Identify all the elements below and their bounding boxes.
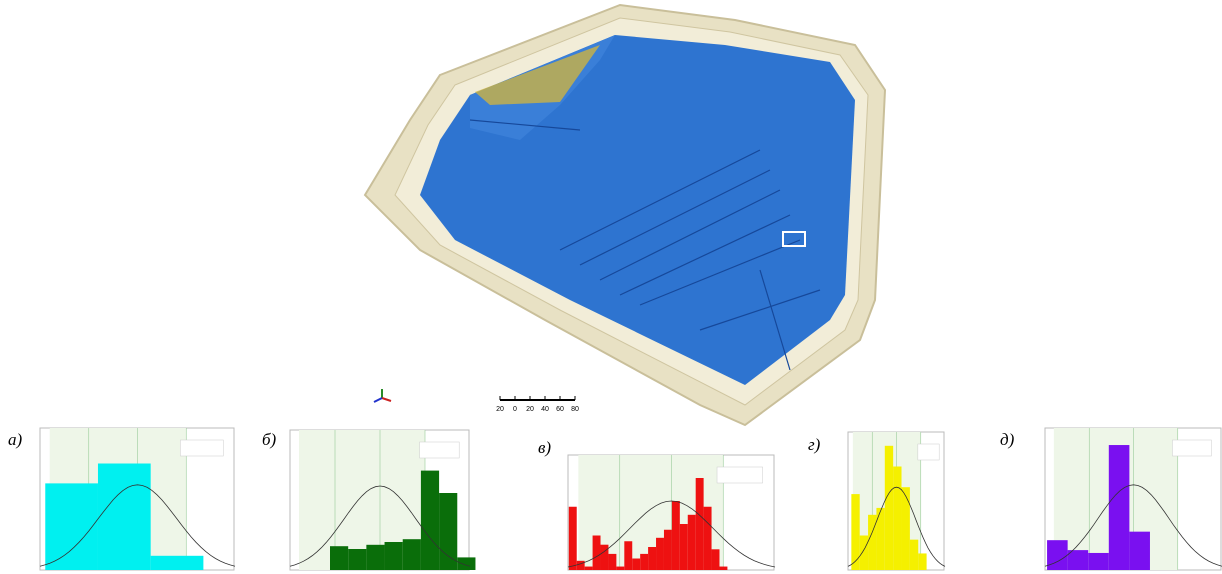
- histogram-bar: [640, 554, 648, 570]
- histogram-bar: [98, 464, 151, 571]
- histogram-bar: [893, 467, 901, 571]
- legend-box: [420, 442, 460, 458]
- histogram-bar: [45, 483, 98, 570]
- histogram-bar: [664, 530, 672, 570]
- histogram-bar: [851, 494, 859, 570]
- histogram-bar: [439, 493, 457, 570]
- histogram-bar: [577, 561, 585, 570]
- histogram-bar: [1088, 553, 1109, 570]
- histogram-bar: [688, 515, 696, 570]
- histogram-bar: [151, 556, 204, 570]
- histogram-bar: [712, 549, 720, 570]
- panel-label: д): [1000, 430, 1015, 449]
- histogram-bar: [719, 567, 727, 570]
- histogram-bar: [569, 507, 577, 570]
- legend-box: [180, 440, 223, 456]
- histogram-bar: [1047, 540, 1068, 570]
- histogram-bar: [885, 446, 893, 570]
- scale-label: 40: [541, 406, 549, 413]
- histogram-bar: [403, 539, 421, 570]
- histogram-bar: [385, 542, 403, 570]
- histogram-bar: [656, 538, 664, 570]
- axis-triad: [374, 389, 391, 402]
- histogram-bar: [330, 546, 348, 570]
- histogram-bar: [868, 515, 876, 570]
- histogram-bar: [366, 545, 384, 570]
- scale-label: 20: [526, 406, 534, 413]
- scale-label: 0: [513, 406, 517, 413]
- scale-bar: 20 0 20 40 60 80: [496, 396, 579, 413]
- histogram-bar: [902, 487, 910, 570]
- legend-box: [1172, 440, 1211, 456]
- histogram-bar: [624, 541, 632, 570]
- histogram-bar: [632, 559, 640, 571]
- histogram-bar: [1109, 445, 1130, 570]
- histogram-bar: [910, 540, 918, 570]
- histogram-bar: [601, 545, 609, 570]
- histogram-bar: [616, 567, 624, 570]
- histogram-bar: [860, 536, 868, 571]
- histogram-bar: [585, 567, 593, 570]
- histogram-bar: [680, 524, 688, 570]
- scale-label: 60: [556, 406, 564, 413]
- scale-label: 20: [496, 406, 504, 413]
- panel-label: г): [808, 435, 821, 454]
- histogram-bar: [1129, 532, 1150, 570]
- pit-render: [365, 5, 885, 425]
- histogram-bar: [457, 557, 475, 570]
- legend-box: [717, 467, 763, 483]
- scale-label: 80: [571, 406, 579, 413]
- histogram-bar: [672, 501, 680, 570]
- panel-label: а): [8, 430, 23, 449]
- histogram-bar: [348, 549, 366, 570]
- figure: 20 0 20 40 60 80 а) б) в) г) д): [0, 0, 1222, 574]
- histogram-bar: [648, 547, 656, 570]
- histogram-bar: [421, 471, 439, 570]
- histogram-bar: [918, 553, 926, 570]
- panel-label: в): [538, 438, 551, 457]
- panel-label: б): [262, 430, 277, 449]
- histogram-bar: [593, 536, 601, 571]
- histogram-bar: [608, 554, 616, 570]
- histogram-bar: [696, 478, 704, 570]
- legend-box: [918, 444, 939, 460]
- histogram-bar: [1068, 550, 1089, 570]
- histogram-bar: [704, 507, 712, 570]
